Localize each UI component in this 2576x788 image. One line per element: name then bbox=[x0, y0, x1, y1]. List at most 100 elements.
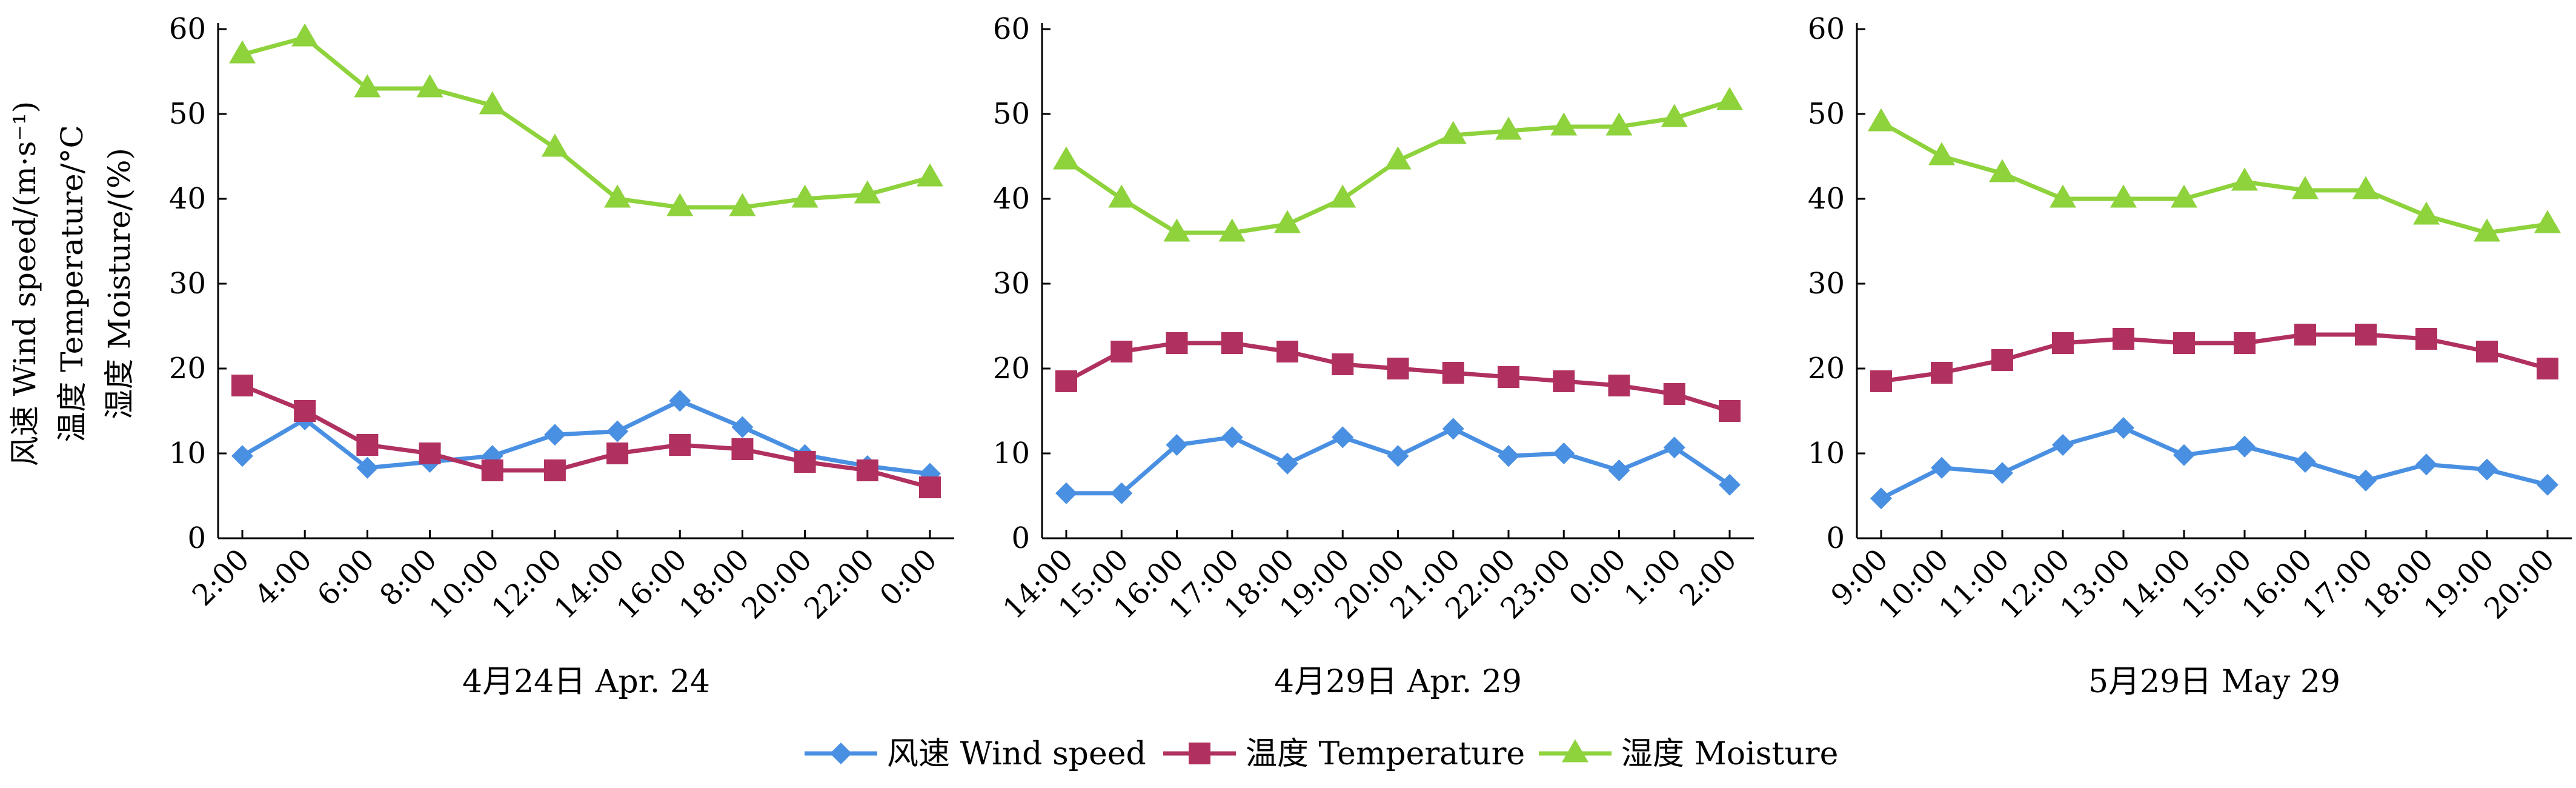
series-line bbox=[240, 383, 932, 490]
data-point bbox=[1550, 112, 1578, 136]
data-point bbox=[1663, 436, 1685, 459]
data-point bbox=[543, 459, 566, 481]
x-tick-label: 16:00 bbox=[2236, 543, 2319, 626]
data-point bbox=[1498, 366, 1519, 388]
data-point bbox=[2474, 218, 2500, 242]
y-tick-label: 0 bbox=[1826, 521, 1845, 555]
series-line bbox=[1879, 120, 2550, 235]
x-tick-label: 19:00 bbox=[2417, 543, 2500, 626]
data-point bbox=[2113, 328, 2134, 350]
y-axis-label-line: 温度 Temperature/°C bbox=[55, 125, 90, 442]
y-tick-label: 10 bbox=[993, 436, 1030, 470]
data-point bbox=[1661, 104, 1688, 127]
data-point bbox=[2110, 184, 2137, 208]
y-tick-label: 20 bbox=[993, 352, 1030, 386]
data-point bbox=[1553, 442, 1575, 464]
y-tick-label: 40 bbox=[169, 182, 206, 216]
data-point bbox=[1870, 370, 1892, 392]
y-tick-label: 40 bbox=[1808, 182, 1845, 216]
data-point bbox=[2352, 176, 2379, 199]
y-tick-label: 30 bbox=[1808, 267, 1845, 301]
series-1 bbox=[1870, 417, 2558, 510]
x-tick-label: 18:00 bbox=[2357, 543, 2440, 626]
data-point bbox=[479, 91, 506, 115]
data-point bbox=[2173, 332, 2195, 354]
data-point bbox=[1329, 184, 1356, 208]
series-line bbox=[240, 35, 932, 210]
data-point bbox=[669, 434, 691, 456]
data-point bbox=[294, 400, 316, 422]
panel-xlabel: 4月24日 Apr. 24 bbox=[462, 664, 710, 700]
data-point bbox=[2537, 473, 2558, 496]
data-point bbox=[604, 184, 631, 208]
data-point bbox=[854, 180, 881, 204]
y-axis-label-group: 风速 Wind speed/(m·s⁻¹) 温度 Temperature/°C 湿度… bbox=[7, 101, 137, 467]
data-point bbox=[1931, 362, 1953, 384]
data-point bbox=[2294, 451, 2316, 473]
data-point bbox=[2534, 210, 2561, 233]
y-axis-label-line: 风速 Wind speed/(m·s⁻¹) bbox=[7, 101, 42, 467]
series-1 bbox=[1055, 418, 1741, 504]
series-1 bbox=[231, 390, 941, 485]
y-tick-label: 10 bbox=[1808, 436, 1845, 470]
data-point bbox=[416, 74, 443, 98]
data-point bbox=[1387, 445, 1409, 467]
legend-marker bbox=[1189, 743, 1210, 764]
x-tick-label: 13:00 bbox=[2054, 543, 2137, 626]
data-point bbox=[2052, 332, 2074, 354]
data-point bbox=[2292, 176, 2319, 199]
data-point bbox=[2113, 417, 2134, 439]
series-line bbox=[1879, 426, 2550, 501]
data-point bbox=[543, 424, 566, 446]
data-point bbox=[1663, 383, 1685, 405]
series-line bbox=[1879, 332, 2550, 384]
panel-3: 01020304050609:0010:0011:0012:0013:0014:… bbox=[1808, 12, 2572, 700]
data-point bbox=[2415, 453, 2437, 476]
x-tick-label: 2:00 bbox=[1673, 543, 1744, 613]
y-axis-label-line: 湿度 Moisture/(%) bbox=[102, 148, 137, 419]
data-point bbox=[1332, 426, 1354, 449]
x-tick-label: 15:00 bbox=[2175, 543, 2258, 626]
data-point bbox=[354, 74, 381, 98]
y-tick-label: 10 bbox=[169, 436, 206, 470]
y-tick-label: 0 bbox=[187, 521, 206, 555]
data-point bbox=[2537, 358, 2558, 379]
data-point bbox=[919, 476, 941, 498]
legend-item-3: 湿度 Moisture bbox=[1539, 736, 1838, 772]
panel-2: 010203040506014:0015:0016:0017:0018:0019… bbox=[993, 12, 1754, 700]
y-tick-label: 60 bbox=[169, 12, 206, 46]
data-point bbox=[731, 416, 754, 438]
data-point bbox=[541, 133, 568, 157]
data-point bbox=[1221, 332, 1243, 354]
data-point bbox=[2294, 324, 2316, 346]
y-tick-label: 60 bbox=[993, 12, 1030, 46]
data-point bbox=[1384, 146, 1412, 170]
data-point bbox=[1989, 159, 2016, 182]
x-tick-label: 16:00 bbox=[610, 543, 693, 626]
x-tick-label: 12:00 bbox=[1993, 543, 2076, 626]
data-point bbox=[606, 442, 629, 464]
data-point bbox=[481, 459, 503, 481]
panel-xlabel: 5月29日 May 29 bbox=[2088, 664, 2340, 700]
data-point bbox=[1608, 459, 1630, 481]
data-point bbox=[2050, 184, 2076, 208]
data-point bbox=[1053, 146, 1080, 170]
legend-label: 温度 Temperature bbox=[1246, 736, 1525, 772]
data-point bbox=[1332, 353, 1354, 375]
legend-item-1: 风速 Wind speed bbox=[805, 736, 1146, 772]
data-point bbox=[1868, 108, 1894, 132]
data-point bbox=[2476, 341, 2498, 362]
data-point bbox=[1931, 456, 1953, 479]
chart-legend: 风速 Wind speed 温度 Temperature 湿度 Moisture bbox=[805, 736, 1838, 772]
data-point bbox=[1605, 112, 1633, 136]
data-point bbox=[1608, 375, 1630, 396]
data-point bbox=[2173, 444, 2195, 466]
y-tick-label: 20 bbox=[169, 352, 206, 386]
data-point bbox=[1553, 370, 1575, 392]
data-point bbox=[2355, 324, 2377, 346]
chart-panels: 01020304050602:004:006:008:0010:0012:001… bbox=[169, 12, 2572, 700]
data-point bbox=[1108, 184, 1135, 208]
data-point bbox=[1498, 445, 1519, 467]
x-tick-label: 14:00 bbox=[2114, 543, 2197, 626]
legend-label: 湿度 Moisture bbox=[1621, 736, 1838, 772]
